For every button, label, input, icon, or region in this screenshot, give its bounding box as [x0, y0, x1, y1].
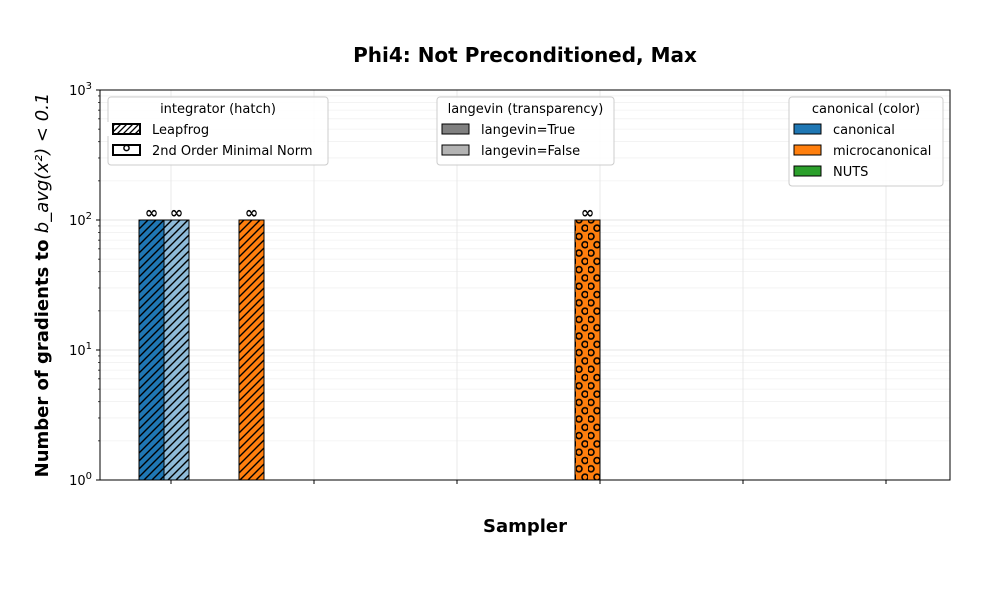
bars: ∞ ∞ ∞ ∞ — [138, 203, 601, 481]
bar-group: ∞ — [574, 203, 601, 481]
legend-frame — [788, 96, 944, 187]
legend-swatch — [793, 144, 822, 156]
y-tick-label: 102 — [69, 211, 92, 229]
bar-group: ∞ — [238, 203, 265, 481]
y-axis-label-text: Number of gradients to — [32, 233, 53, 477]
plot-frame — [99, 89, 951, 481]
bar-hatch — [163, 219, 190, 481]
legend-hatch-line — [129, 124, 139, 134]
bar-annotation: ∞ — [145, 203, 158, 222]
legend-title: canonical (color) — [812, 102, 920, 117]
bar-hatch — [138, 219, 165, 481]
bar-annotation: ∞ — [245, 203, 258, 222]
y-tick-label: 103 — [69, 81, 92, 99]
bar-hatch — [574, 219, 601, 481]
legend-entry-label: langevin=True — [481, 123, 575, 138]
y-axis-label-math: b_avg(x²) < 0.1 — [32, 93, 53, 234]
legend-frame — [436, 96, 615, 166]
legend-swatch — [793, 123, 822, 135]
bar-annotation: ∞ — [170, 203, 183, 222]
legend-hatch-circle — [123, 144, 130, 152]
legend-2: langevin (transparency) langevin=True lang… — [436, 96, 615, 166]
legend-entry-label: microcanonical — [833, 144, 931, 159]
legend-entry-label: 2nd Order Minimal Norm — [152, 144, 312, 159]
x-axis-label: Sampler — [483, 516, 567, 537]
legend-title: integrator (hatch) — [160, 102, 276, 117]
legend-swatch-border — [112, 123, 141, 135]
bar-annotation: ∞ — [581, 203, 594, 222]
legend-swatch — [793, 165, 822, 177]
legend-hatch-line — [123, 124, 133, 134]
legend-entry-label: langevin=False — [481, 144, 580, 159]
legend-entry-label: NUTS — [833, 165, 868, 180]
legend-entry-label: Leapfrog — [152, 123, 209, 138]
legend-swatch — [441, 123, 470, 135]
bar-group: ∞ — [138, 203, 165, 481]
axis-ticks: 100 101 102 103 — [69, 81, 887, 489]
y-tick-label: 101 — [69, 341, 92, 359]
legend-title: langevin (transparency) — [448, 102, 604, 117]
legends: integrator (hatch) Leapfrog 2nd Order Mini… — [101, 96, 944, 187]
legend-mask — [140, 122, 152, 136]
legend-entry-label: canonical — [833, 123, 895, 138]
bar-group: ∞ — [163, 203, 190, 481]
legend-1: integrator (hatch) Leapfrog 2nd Order Mini… — [101, 96, 329, 166]
bar-hatch — [238, 219, 265, 481]
legend-hatch-line — [117, 124, 127, 134]
legend-3: canonical (color) canonical microcanonical… — [788, 96, 944, 187]
chart-title: Phi4: Not Preconditioned, Max — [353, 43, 697, 67]
y-axis-label: Number of gradients to b_avg(x²) < 0.1 — [32, 93, 53, 478]
y-tick-label: 100 — [69, 471, 92, 489]
legend-swatch — [441, 144, 470, 156]
legend-mask — [101, 122, 113, 136]
